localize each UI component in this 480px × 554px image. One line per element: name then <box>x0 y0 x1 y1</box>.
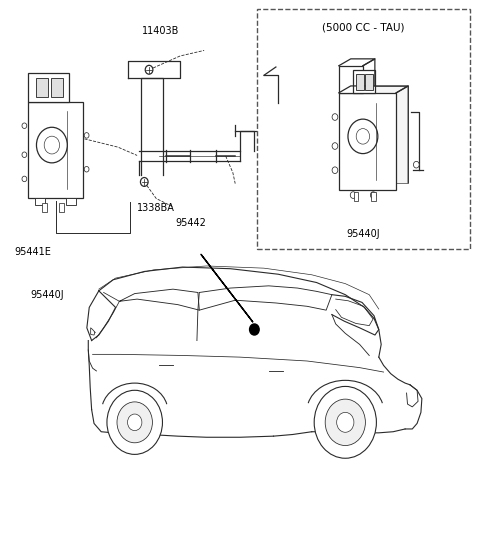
Circle shape <box>250 324 259 335</box>
Bar <box>36 198 45 205</box>
Bar <box>28 73 70 101</box>
Text: 95440J: 95440J <box>346 229 380 239</box>
Circle shape <box>107 390 162 454</box>
Circle shape <box>22 152 27 157</box>
Text: 95440J: 95440J <box>30 290 64 300</box>
Circle shape <box>332 114 338 120</box>
Text: 95442: 95442 <box>175 218 206 228</box>
Bar <box>28 101 83 198</box>
Circle shape <box>141 177 148 186</box>
Circle shape <box>325 399 365 445</box>
Text: 95441E: 95441E <box>14 247 51 257</box>
Circle shape <box>84 132 89 138</box>
Circle shape <box>22 123 27 129</box>
Bar <box>365 74 373 90</box>
Circle shape <box>332 143 338 150</box>
Circle shape <box>336 412 354 432</box>
Circle shape <box>371 192 376 198</box>
Circle shape <box>44 136 60 154</box>
Circle shape <box>22 176 27 182</box>
Circle shape <box>145 65 153 74</box>
Bar <box>356 74 363 90</box>
Bar <box>36 78 48 97</box>
Circle shape <box>413 161 419 168</box>
Bar <box>339 66 363 93</box>
Bar <box>351 86 408 183</box>
Circle shape <box>314 387 376 458</box>
Bar <box>257 9 470 249</box>
Circle shape <box>348 119 378 153</box>
Bar <box>42 203 47 212</box>
Text: 1338BA: 1338BA <box>137 203 175 213</box>
Bar <box>59 203 64 212</box>
FancyArrowPatch shape <box>201 254 252 322</box>
Bar <box>51 78 63 97</box>
Circle shape <box>36 127 67 163</box>
Circle shape <box>356 129 370 144</box>
Bar <box>353 70 375 93</box>
Text: (5000 CC - TAU): (5000 CC - TAU) <box>322 23 405 33</box>
Bar <box>354 192 359 201</box>
Circle shape <box>350 192 356 198</box>
Text: 11403B: 11403B <box>142 26 179 36</box>
Bar <box>371 192 376 201</box>
Circle shape <box>117 402 153 443</box>
Bar <box>339 93 396 189</box>
Circle shape <box>332 167 338 173</box>
Circle shape <box>128 414 142 430</box>
Circle shape <box>84 167 89 172</box>
Bar <box>66 198 76 205</box>
